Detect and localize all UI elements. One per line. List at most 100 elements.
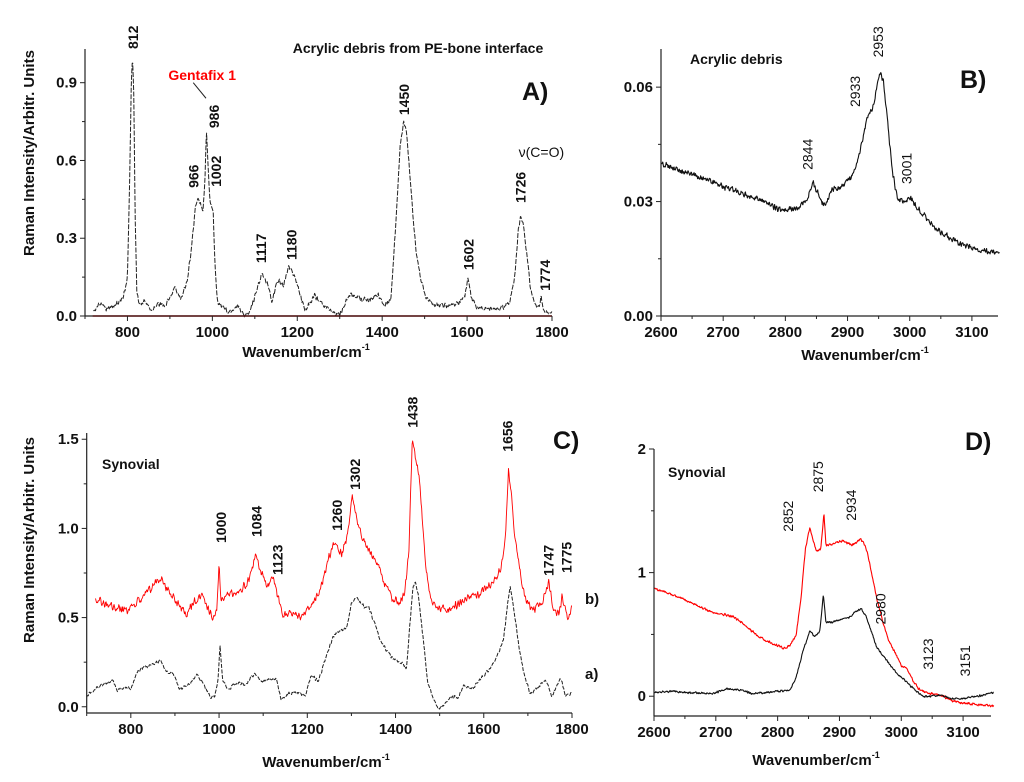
panel-a-y-tick-label: 0.9 (56, 75, 77, 92)
panel-c-x-tick-label: 1200 (291, 721, 324, 738)
panel-a-x-tick-label: 1000 (196, 324, 229, 341)
panel-a-x-tick-label: 800 (115, 324, 140, 341)
panel-c-xlabel-sup: -1 (382, 752, 390, 762)
panel-c-peak-label: 1302 (347, 459, 363, 490)
panel-a-marks: 800 1000 1200 1400 1600 1800 0.0 0.3 0.6 0.9 812 98… (56, 25, 569, 341)
panel-c-xlabel: Wavenumber/cm-1 (262, 752, 390, 771)
panel-d-xlabel: Wavenumber/cm-1 (752, 750, 880, 769)
panel-a-title: Acrylic debris from PE-bone interface (293, 40, 544, 56)
panel-d-peak-label: 2875 (810, 461, 826, 492)
panel-d-x-tick-label: 2600 (637, 724, 670, 741)
panel-d-peak-label: 2934 (843, 489, 859, 520)
panel-b-xlabel: Wavenumber/cm-1 (801, 345, 929, 364)
panel-c-x-tick-label: 1600 (467, 721, 500, 738)
panel-c-ylabel: Raman Intensity/Arbitr. Units (21, 437, 38, 643)
panel-c-peak-label: 1000 (213, 512, 229, 543)
panel-c-x-tick-label: 1400 (379, 721, 412, 738)
panel-a-text-label: ν(C=O) (519, 144, 565, 160)
panel-c-y-tick-label: 0.0 (58, 699, 79, 716)
panel-d-series-b (653, 514, 995, 708)
panel-b-xlabel-text: Wavenumber/cm (801, 347, 920, 364)
panel-b-marks: 2600 2700 2800 2900 3000 3100 0.00 0.03 0.06 2844… (624, 26, 1000, 341)
panel-b-series-acrylic-debris (660, 72, 1000, 255)
panel-c-peak-label: 1260 (329, 500, 345, 531)
panel-b-x-tick-label: 2900 (831, 324, 864, 341)
panel-b-x-tick-label: 3100 (955, 324, 988, 341)
panel-a-peak-label: 1117 (253, 233, 269, 263)
panel-c-x-tick-label: 1800 (555, 721, 588, 738)
panel-a-y-tick-label: 0.6 (56, 152, 77, 169)
panel-a-peak-label: 1450 (396, 84, 412, 115)
panel-c-title: Synovial (102, 456, 160, 472)
panel-a-letter: A) (522, 78, 548, 106)
panel-a-peak-label: 1774 (537, 260, 553, 291)
panel-a-peak-label: 1180 (283, 229, 299, 260)
panel-c-series-a (86, 581, 573, 710)
panel-d-peak-label: 3123 (920, 638, 936, 669)
panel-c-peak-label: 1747 (541, 545, 557, 576)
panel-a-xlabel-text: Wavenumber/cm (242, 344, 361, 361)
panel-a-peak-label: 986 (206, 105, 222, 129)
panel-d: 2600 2700 2800 2900 3000 3100 0 1 2 2852 2875 2934 2… (637, 428, 995, 769)
panel-d-y-tick-label: 1 (638, 565, 646, 582)
panel-c-marks: 800 1000 1200 1400 1600 1800 0.0 0.5 1.0 1.5 1000 1… (58, 396, 589, 738)
panel-b-x-tick-label: 2600 (644, 324, 677, 341)
panel-a-peak-label: 1602 (460, 239, 476, 270)
panel-b-x-tick-label: 3000 (893, 324, 926, 341)
panel-b-peak-label: 3001 (899, 153, 915, 184)
panel-c-y-tick-label: 1.5 (58, 431, 79, 448)
panel-a: 800 1000 1200 1400 1600 1800 0.0 0.3 0.6 0.9 812 98… (21, 25, 569, 361)
panel-c-peak-label: 1123 (270, 544, 286, 575)
panel-b-xlabel-sup: -1 (921, 345, 929, 355)
panel-d-x-tick-label: 3100 (946, 724, 979, 741)
panel-c-series-b-label: b) (585, 591, 599, 608)
panel-d-x-tick-label: 2700 (699, 724, 732, 741)
panel-b-y-tick-label: 0.03 (624, 194, 653, 211)
panel-c-y-tick-label: 0.5 (58, 610, 79, 627)
panel-c-peak-label: 1656 (500, 420, 516, 451)
panel-a-x-tick-label: 1600 (450, 324, 483, 341)
panel-b-peak-label: 2933 (847, 76, 863, 107)
panel-d-xlabel-text: Wavenumber/cm (752, 752, 871, 769)
panel-c-x-tick-label: 800 (118, 721, 143, 738)
panel-a-leader-line (192, 82, 207, 99)
panel-c-x-tick-label: 1000 (202, 721, 235, 738)
panel-d-peak-label: 2852 (780, 500, 796, 531)
panel-a-peak-label: 1002 (208, 156, 224, 187)
panel-a-peak-label: 1726 (513, 172, 529, 203)
panel-a-x-tick-label: 1200 (281, 324, 314, 341)
panel-c-xlabel-text: Wavenumber/cm (262, 754, 381, 771)
panel-c-series-a-label: a) (585, 666, 598, 683)
panel-d-peak-label: 2980 (872, 593, 888, 624)
panel-a-xlabel: Wavenumber/cm-1 (242, 342, 370, 361)
panel-d-xlabel-sup: -1 (872, 750, 880, 760)
panel-d-series-a (653, 595, 994, 700)
panel-d-y-tick-label: 2 (638, 441, 646, 458)
panel-c-peak-label: 1438 (405, 396, 421, 427)
panel-a-text-label: Gentafix 1 (168, 67, 236, 83)
panel-b-y-tick-label: 0.06 (624, 79, 653, 96)
panel-d-y-tick-label: 0 (638, 688, 646, 705)
panel-d-peak-label: 3151 (957, 645, 973, 676)
panel-a-y-tick-label: 0.3 (56, 230, 77, 247)
panel-a-x-tick-label: 1800 (535, 324, 568, 341)
panel-c-y-tick-label: 1.0 (58, 520, 79, 537)
panel-c-peak-label: 1775 (559, 542, 575, 573)
panel-c-series-b (95, 440, 573, 621)
panel-c-peak-label: 1084 (249, 506, 265, 537)
panel-b-y-tick-label: 0.00 (624, 308, 653, 325)
panel-b: 2600 2700 2800 2900 3000 3100 0.00 0.03 0.06 2844… (624, 26, 1000, 364)
panel-a-series-acrylic-debris (93, 62, 553, 318)
panel-b-title: Acrylic debris (690, 51, 783, 67)
panel-d-marks: 2600 2700 2800 2900 3000 3100 0 1 2 2852 2875 2934 2… (637, 441, 995, 741)
panel-d-x-tick-label: 2900 (823, 724, 856, 741)
panel-b-letter: B) (960, 66, 986, 94)
panel-b-peak-label: 2953 (870, 26, 886, 57)
panel-a-xlabel-sup: -1 (362, 342, 370, 352)
panel-d-x-tick-label: 3000 (885, 724, 918, 741)
panel-d-x-tick-label: 2800 (761, 724, 794, 741)
panel-a-ylabel: Raman Intensity/Arbitr. Units (21, 50, 38, 256)
panel-a-x-tick-label: 1400 (365, 324, 398, 341)
